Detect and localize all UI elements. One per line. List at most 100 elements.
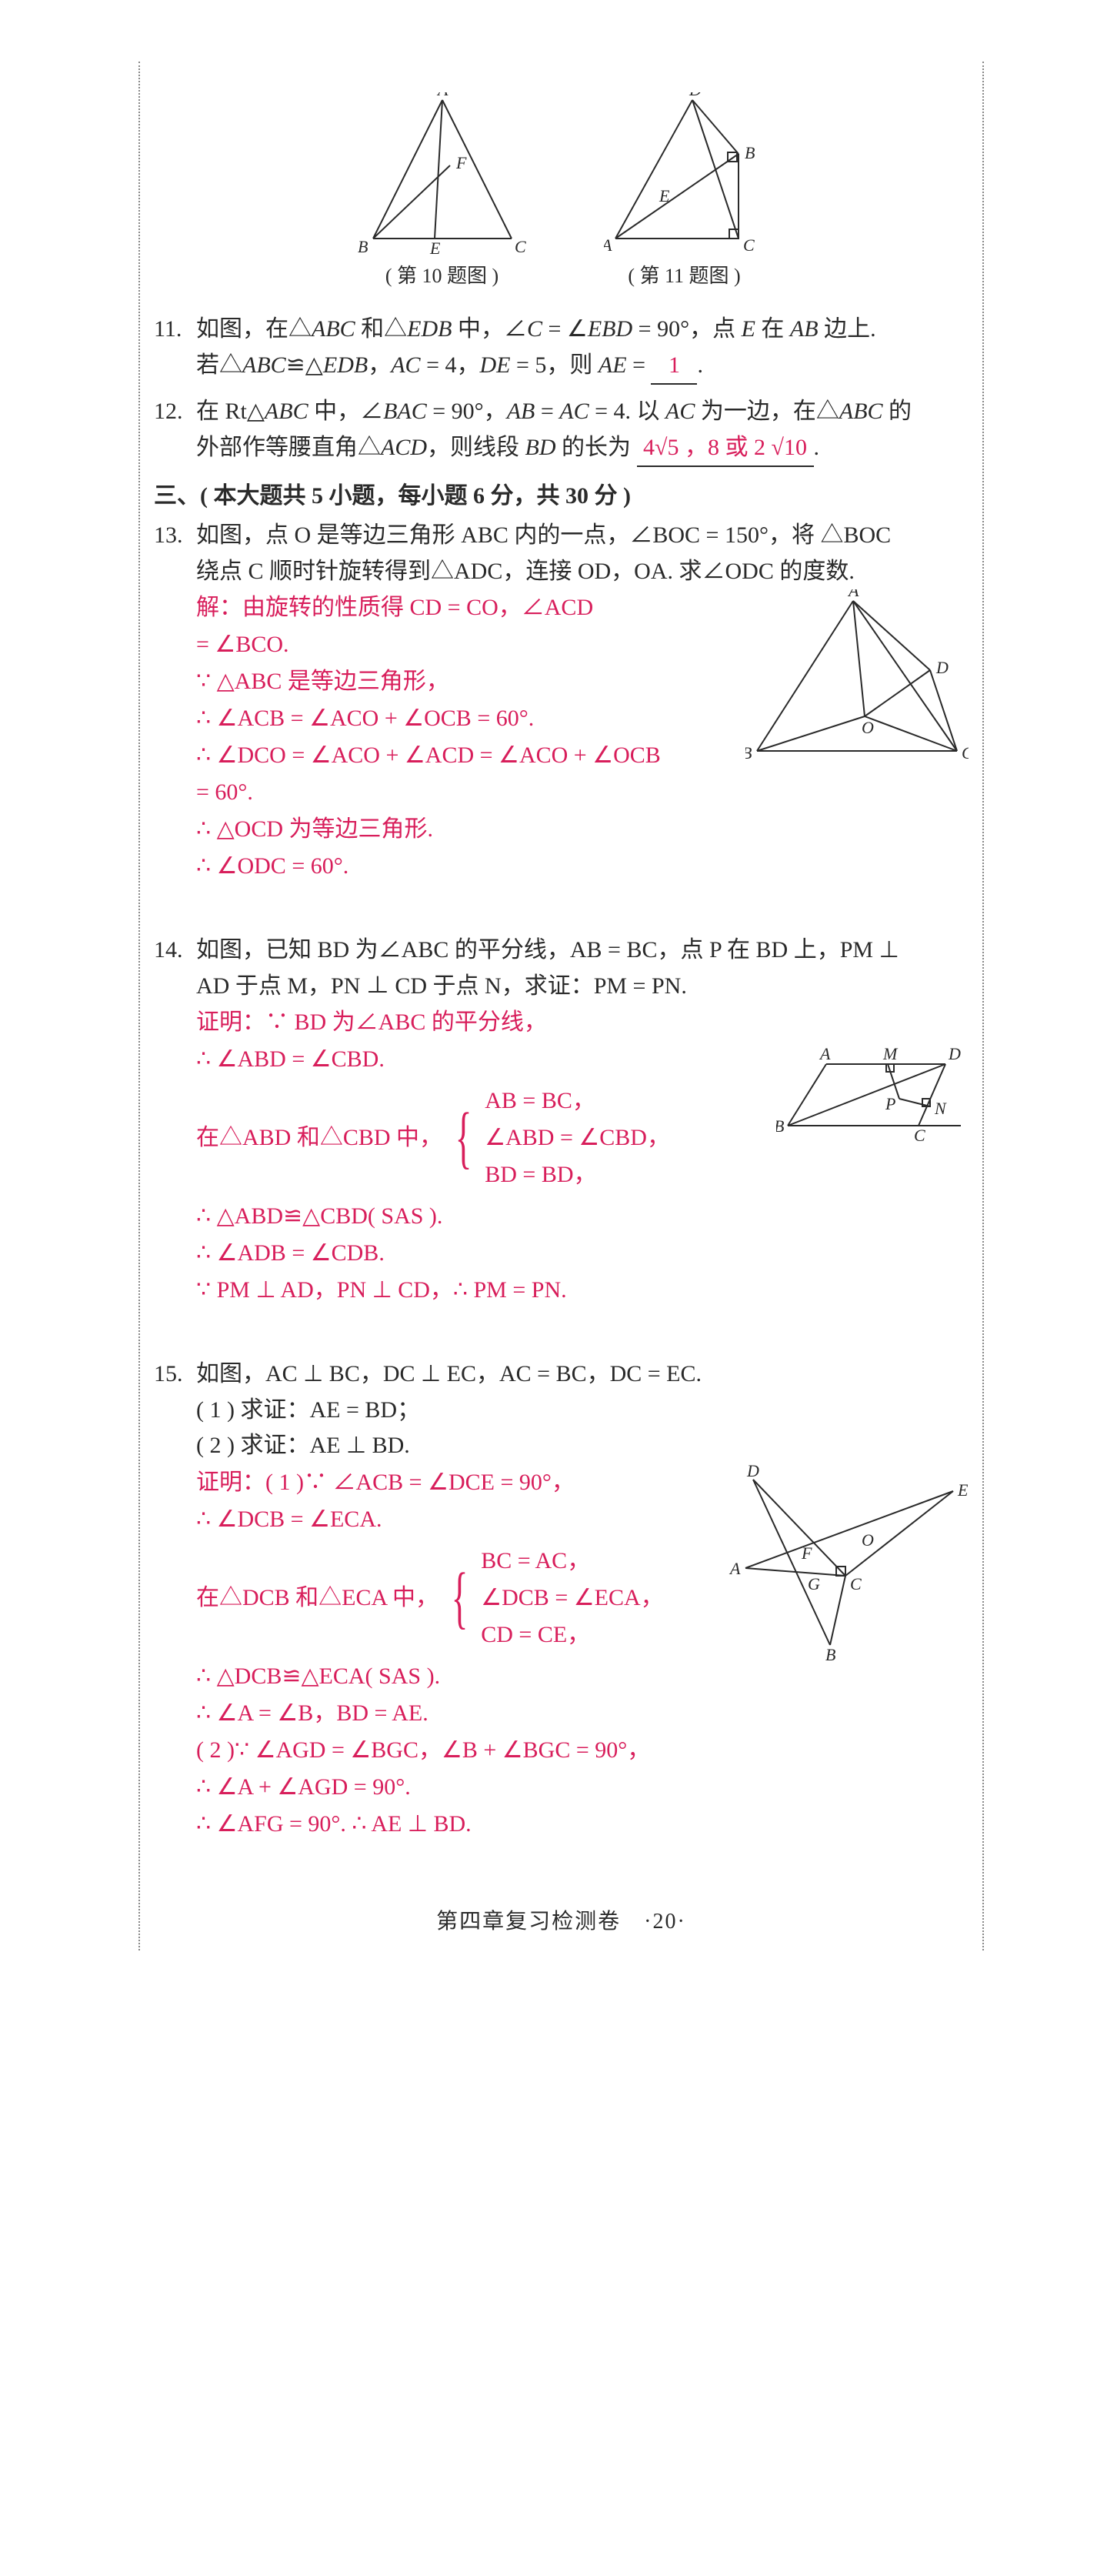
- question-body: 如图，AC ⊥ BC，DC ⊥ EC，AC = BC，DC = EC. ( 1 …: [196, 1356, 969, 1843]
- brace-group: 在△DCB 和△ECA 中， { BC = AC， ∠DCB = ∠ECA， C…: [196, 1543, 707, 1653]
- text: = 4. 以: [589, 399, 665, 424]
- text: = 90°，: [427, 399, 507, 424]
- text: 为一边，在△: [695, 399, 839, 424]
- sol-line: ∴ ∠DCB = ∠ECA.: [196, 1501, 707, 1538]
- text: 若△: [196, 352, 242, 378]
- text: = 5，则: [510, 352, 598, 378]
- text: ，则线段: [427, 435, 525, 460]
- q14-solution: 证明：∵ BD 为∠ABC 的平分线， ∴ ∠ABD = ∠CBD. 在△ABD…: [196, 1004, 969, 1309]
- brace-line: CD = CE，: [481, 1617, 663, 1653]
- figure-11-caption: ( 第 11 题图 ): [628, 260, 740, 289]
- brace-line: BD = BD，: [485, 1156, 670, 1193]
- text: 和△: [355, 316, 408, 342]
- svg-text:C: C: [962, 743, 969, 762]
- figure-14-svg: AMDBCPN: [776, 1041, 969, 1149]
- var: EDB: [323, 352, 368, 378]
- brace-line: ∠ABD = ∠CBD，: [485, 1119, 670, 1156]
- svg-text:D: D: [935, 658, 949, 677]
- question-11: 11. 如图，在△ABC 和△EDB 中，∠C = ∠EBD = 90°，点 E…: [154, 312, 969, 385]
- figure-10-svg: ABCEF: [358, 92, 527, 254]
- sol-line: ∵ △ABC 是等边三角形，: [196, 663, 730, 700]
- figure-10: ABCEF ( 第 10 题图 ): [358, 92, 527, 289]
- svg-text:C: C: [850, 1574, 862, 1593]
- sol-line: ∴ △ABD≌△CBD( SAS ).: [196, 1198, 761, 1235]
- question-number: 11.: [154, 312, 196, 385]
- q15-line1: 如图，AC ⊥ BC，DC ⊥ EC，AC = BC，DC = EC.: [196, 1356, 969, 1393]
- svg-text:D: D: [948, 1044, 961, 1063]
- text: 如图，在△: [196, 316, 312, 342]
- text: ，: [368, 352, 391, 378]
- svg-text:B: B: [745, 743, 752, 762]
- svg-text:C: C: [743, 235, 755, 254]
- question-12: 12. 在 Rt△ABC 中，∠BAC = 90°，AB = AC = 4. 以…: [154, 394, 969, 467]
- text: =: [535, 399, 559, 424]
- sol-line: = ∠BCO.: [196, 626, 730, 663]
- margin-dots-right: [982, 62, 984, 1950]
- text: 外部作等腰直角△: [196, 435, 381, 460]
- figure-11-svg: ABCDE: [604, 92, 765, 254]
- text: = ∠: [542, 316, 588, 342]
- text: 中，∠: [308, 399, 384, 424]
- text: =: [627, 352, 652, 378]
- q15-solution: 证明：( 1 )∵ ∠ACB = ∠DCE = 90°， ∴ ∠DCB = ∠E…: [196, 1464, 707, 1843]
- brace-prefix: 在△DCB 和△ECA 中，: [196, 1580, 438, 1617]
- figure-row-10-11: ABCEF ( 第 10 题图 ) ABCDE ( 第 11 题图 ): [154, 92, 969, 289]
- svg-text:O: O: [862, 1530, 874, 1550]
- text: = 4，: [421, 352, 480, 378]
- svg-text:O: O: [862, 718, 874, 737]
- brace-body: AB = BC， ∠ABD = ∠CBD， BD = BD，: [485, 1083, 670, 1193]
- figure-11: ABCDE ( 第 11 题图 ): [604, 92, 765, 289]
- brace-line: AB = BC，: [485, 1083, 670, 1119]
- sol-line: ∴ ∠ABD = ∠CBD.: [196, 1041, 761, 1078]
- var: BD: [525, 435, 556, 460]
- question-body: 在 Rt△ABC 中，∠BAC = 90°，AB = AC = 4. 以 AC …: [196, 394, 969, 467]
- figure-14: AMDBCPN: [776, 1041, 969, 1309]
- sol-line: 证明：∵ BD 为∠ABC 的平分线，: [196, 1004, 969, 1041]
- question-body: 如图，点 O 是等边三角形 ABC 内的一点，∠BOC = 150°，将 △BO…: [196, 518, 969, 885]
- svg-text:A: A: [729, 1559, 741, 1578]
- svg-text:A: A: [819, 1044, 831, 1063]
- text: 边上.: [819, 316, 876, 342]
- question-number: 13.: [154, 518, 196, 885]
- brace-line: BC = AC，: [481, 1543, 663, 1580]
- var: E: [742, 316, 755, 342]
- text: 在: [755, 316, 790, 342]
- svg-text:F: F: [801, 1543, 812, 1563]
- q13-line1: 如图，点 O 是等边三角形 ABC 内的一点，∠BOC = 150°，将 △BO…: [196, 518, 969, 554]
- text: = 90°，点: [632, 316, 741, 342]
- brace-body: BC = AC， ∠DCB = ∠ECA， CD = CE，: [481, 1543, 663, 1653]
- svg-text:G: G: [808, 1574, 820, 1593]
- sol-line: 证明：( 1 )∵ ∠ACB = ∠DCE = 90°，: [196, 1464, 707, 1501]
- svg-text:B: B: [745, 143, 755, 162]
- svg-text:A: A: [436, 92, 448, 99]
- svg-text:N: N: [934, 1099, 947, 1118]
- svg-text:E: E: [429, 239, 441, 254]
- sol-line: = 60°.: [196, 774, 730, 811]
- var: AB: [790, 316, 819, 342]
- var: ABC: [839, 399, 883, 424]
- left-brace-icon: {: [455, 1103, 472, 1173]
- sol-line: ∴ ∠A = ∠B，BD = AE.: [196, 1695, 707, 1732]
- svg-text:B: B: [825, 1645, 835, 1664]
- question-body: 如图，已知 BD 为∠ABC 的平分线，AB = BC，点 P 在 BD 上，P…: [196, 933, 969, 1309]
- var: ABC: [242, 352, 286, 378]
- text: .: [697, 352, 703, 378]
- sol-line: ∴ ∠DCO = ∠ACO + ∠ACD = ∠ACO + ∠OCB: [196, 737, 730, 774]
- sol-line: ( 2 )∵ ∠AGD = ∠BGC，∠B + ∠BGC = 90°，: [196, 1732, 707, 1769]
- svg-text:D: D: [746, 1464, 759, 1480]
- question-number: 14.: [154, 933, 196, 1309]
- var: AC: [559, 399, 589, 424]
- question-number: 15.: [154, 1356, 196, 1843]
- svg-text:M: M: [882, 1044, 899, 1063]
- q15-line3: ( 2 ) 求证：AE ⊥ BD.: [196, 1428, 969, 1464]
- figure-15: DEACBOFG: [722, 1464, 969, 1843]
- var: AC: [391, 352, 420, 378]
- sol-line: 解：由旋转的性质得 CD = CO，∠ACD: [196, 589, 730, 626]
- sol-line: ∴ ∠ADB = ∠CDB.: [196, 1235, 761, 1272]
- section-3-heading: 三、( 本大题共 5 小题，每小题 6 分，共 30 分 ): [154, 476, 969, 510]
- sol-line: ∴ ∠A + ∠AGD = 90°.: [196, 1769, 707, 1806]
- sol-line: ∴ ∠ODC = 60°.: [196, 848, 730, 885]
- svg-text:A: A: [847, 589, 859, 600]
- q14-line1: 如图，已知 BD 为∠ABC 的平分线，AB = BC，点 P 在 BD 上，P…: [196, 933, 969, 969]
- answer-blank: 1: [651, 348, 697, 385]
